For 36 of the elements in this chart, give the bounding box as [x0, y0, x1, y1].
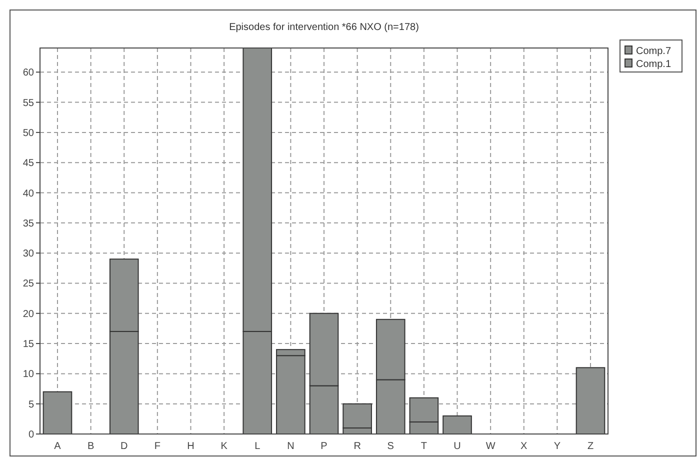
y-tick-label: 30: [22, 248, 34, 260]
bar: [42, 391, 72, 434]
y-tick-label: 5: [28, 399, 34, 410]
x-tick-label: D: [120, 441, 128, 452]
bar: [442, 415, 472, 434]
x-tick-label: A: [54, 441, 62, 452]
legend-label: Comp.1: [636, 59, 672, 70]
x-tick-label: L: [254, 441, 261, 452]
bar: [576, 367, 606, 434]
y-tick-label: 35: [22, 218, 34, 230]
x-tick-label: B: [87, 441, 94, 452]
x-tick-label: W: [486, 441, 496, 452]
y-tick-label: 50: [22, 128, 34, 139]
chart-title: Episodes for intervention *66 NXO (n=178): [229, 22, 419, 33]
y-tick-label: 40: [22, 188, 34, 200]
y-tick-label: 15: [22, 339, 34, 350]
x-tick-label: R: [354, 441, 361, 452]
y-tick-label: 0: [28, 430, 34, 440]
x-tick-label: K: [220, 441, 228, 452]
y-tick-label: 45: [22, 158, 34, 170]
x-tick-label: P: [320, 441, 328, 452]
x-tick-label: Z: [587, 441, 594, 452]
x-tick-label: N: [287, 441, 294, 452]
x-tick-label: F: [154, 441, 160, 452]
y-tick-label: 25: [22, 278, 34, 290]
y-tick-label: 60: [22, 68, 34, 79]
x-tick-label: X: [520, 441, 528, 452]
legend-label: Comp.7: [636, 46, 672, 57]
x-tick-label: U: [454, 441, 461, 452]
x-tick-label: H: [187, 441, 194, 452]
y-tick-label: 10: [22, 369, 34, 380]
x-tick-label: T: [420, 441, 427, 452]
x-tick-label: Y: [554, 441, 561, 452]
x-tick-label: S: [387, 441, 394, 452]
y-tick-label: 55: [22, 98, 34, 109]
y-tick-label: 20: [22, 308, 34, 320]
